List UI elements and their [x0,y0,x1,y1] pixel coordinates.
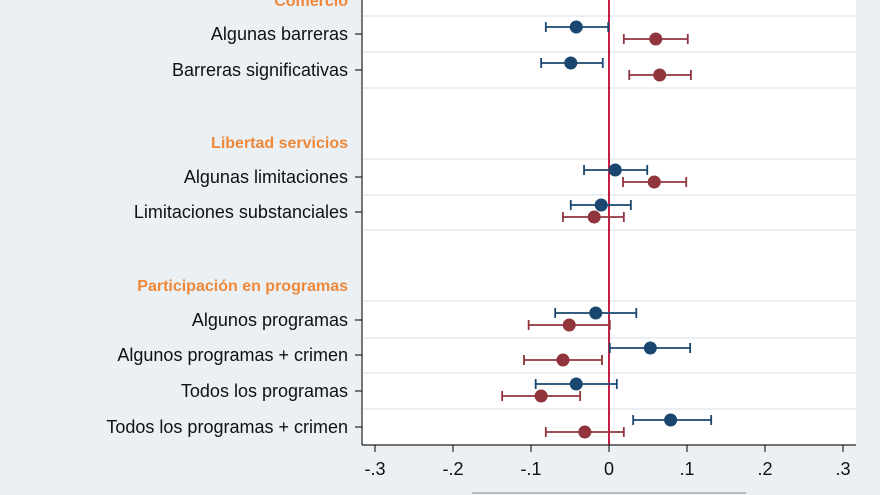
x-tick-label: -.1 [520,459,541,479]
point-estimate [664,413,678,427]
point-estimate [589,306,603,320]
series-b-estimate [527,318,611,332]
row-label: Todos los programas + crimen [106,417,348,437]
point-estimate [647,175,661,189]
row-label: Algunos programas + crimen [117,345,348,365]
series-a-estimate [608,341,692,355]
section-header: Libertad servicios [211,135,348,152]
point-estimate [643,341,657,355]
series-a-estimate [569,198,632,212]
section-header: Comercio [274,0,348,10]
x-tick-label: .2 [757,459,772,479]
series-a-estimate [632,413,713,427]
row-label: Barreras significativas [172,60,348,80]
point-estimate [649,32,663,46]
row-label: Algunas limitaciones [184,167,348,187]
point-estimate [608,163,622,177]
section-header: Participación en programas [137,278,348,295]
row-label: Algunas barreras [211,24,348,44]
point-estimate [594,198,608,212]
point-estimate [569,377,583,391]
row-label: Algunos programas [192,310,348,330]
x-tick-label: .1 [679,459,694,479]
series-b-estimate [622,175,688,189]
point-estimate [578,425,592,439]
x-tick-label: .3 [835,459,850,479]
series-b-estimate [622,32,689,46]
point-estimate [534,389,548,403]
point-estimate [569,20,583,34]
point-estimate [587,210,601,224]
series-b-estimate [501,389,582,403]
series-a-estimate [544,20,610,34]
point-estimate [564,56,578,70]
x-tick-label: -.3 [364,459,385,479]
series-b-estimate [523,353,603,367]
x-tick-label: 0 [604,459,614,479]
series-a-estimate [540,56,604,70]
x-tick-label: -.2 [442,459,463,479]
row-label: Limitaciones substanciales [134,202,348,222]
series-a-estimate [554,306,638,320]
series-a-estimate [534,377,618,391]
point-estimate [562,318,576,332]
series-b-estimate [544,425,625,439]
point-estimate [653,68,667,82]
series-a-estimate [583,163,649,177]
series-b-estimate [628,68,692,82]
row-label: Todos los programas [181,381,348,401]
series-b-estimate [562,210,625,224]
point-estimate [556,353,570,367]
